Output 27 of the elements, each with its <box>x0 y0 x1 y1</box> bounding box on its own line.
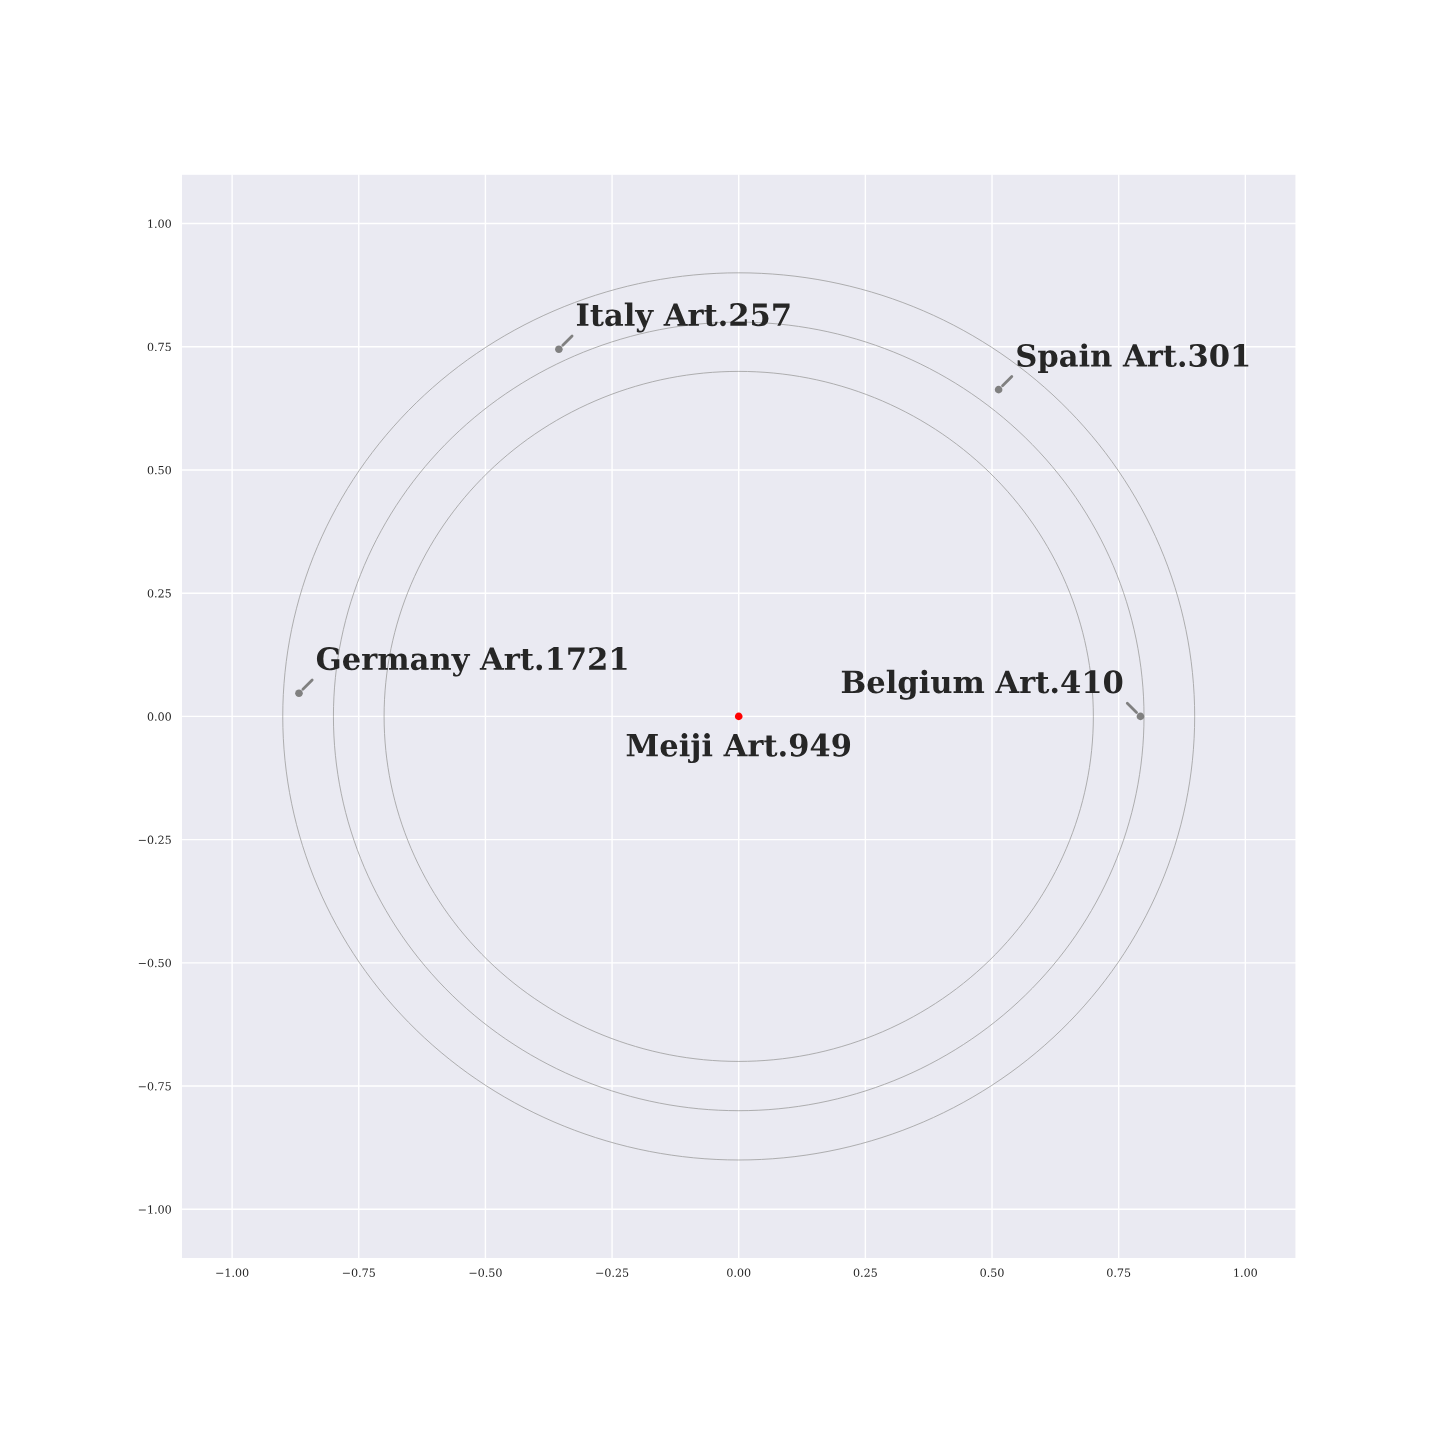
annotation: Meiji Art.949 <box>626 733 851 764</box>
point <box>555 345 563 354</box>
annotation: Italy Art.257 <box>576 302 790 333</box>
y-tick-label: 0.75 <box>147 342 171 352</box>
point <box>295 689 303 698</box>
x-tick-label: 0.25 <box>853 1268 877 1277</box>
x-tick-label: 1.00 <box>1234 1268 1257 1277</box>
annotation: Belgium Art.410 <box>841 669 1123 700</box>
y-tick-label: 0.50 <box>147 465 171 475</box>
y-tick-label: −1.00 <box>138 1205 171 1214</box>
y-tick-label: 0.00 <box>147 712 171 721</box>
x-tick-label: 0.00 <box>727 1268 751 1277</box>
y-tick-label: −0.50 <box>138 958 171 968</box>
point <box>1136 712 1145 721</box>
y-tick-label: 1.00 <box>148 219 171 228</box>
y-tick-label: −0.25 <box>138 835 171 844</box>
x-tick-label: −0.75 <box>342 1268 375 1277</box>
x-tick-label: −1.00 <box>216 1268 249 1277</box>
annotation: Spain Art.301 <box>1017 343 1249 373</box>
x-tick-label: −0.50 <box>469 1268 502 1277</box>
y-tick-label: −0.75 <box>138 1082 171 1091</box>
x-tick-label: −0.25 <box>596 1268 629 1277</box>
point <box>994 385 1003 394</box>
x-tick-label: 0.50 <box>980 1268 1004 1277</box>
annotation: Germany Art.1721 <box>316 647 627 677</box>
x-tick-label: 0.75 <box>1107 1268 1131 1277</box>
y-tick-label: 0.25 <box>147 589 171 598</box>
